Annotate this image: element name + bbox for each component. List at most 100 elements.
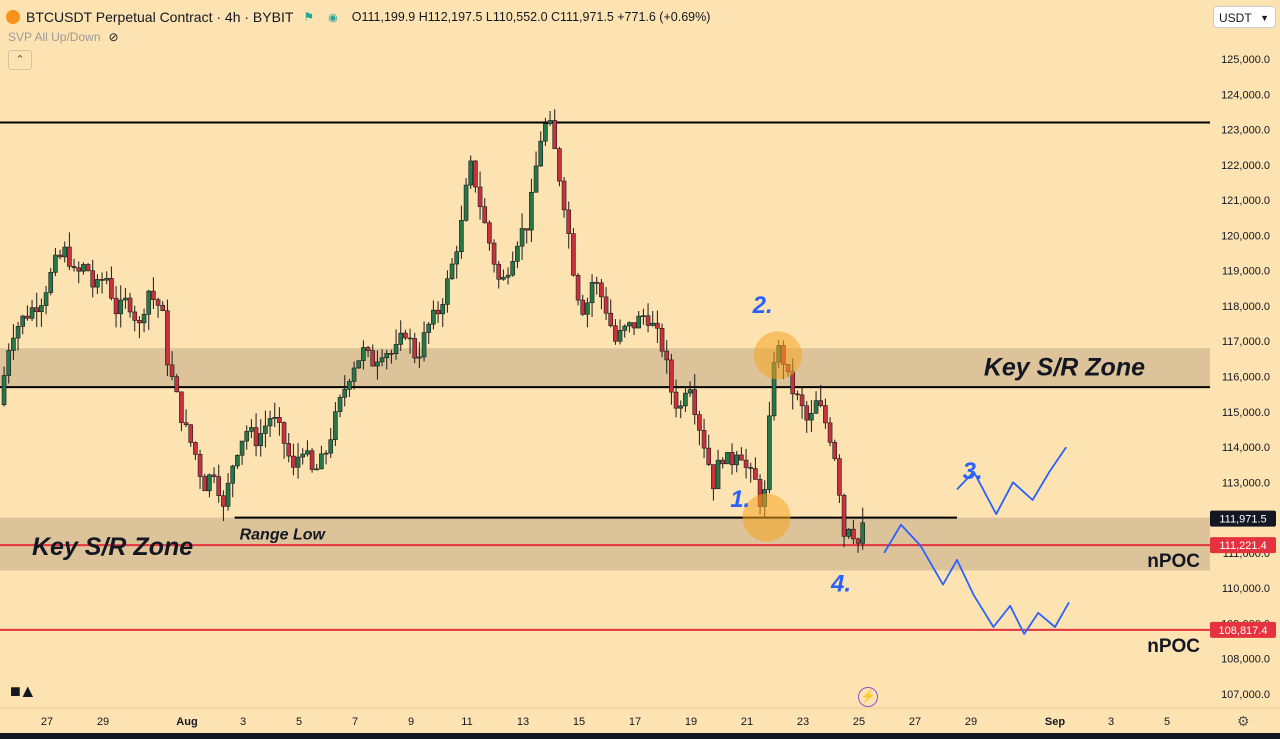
candle — [636, 315, 642, 329]
candle — [547, 120, 553, 125]
collapse-button[interactable]: ⌃ — [8, 50, 32, 70]
flag-icon[interactable]: ⚑ — [303, 10, 315, 24]
candle — [692, 389, 698, 415]
y-tick-label: 116,000.0 — [1222, 372, 1270, 384]
candle — [440, 304, 446, 315]
zone-label: Key S/R Zone — [984, 354, 1145, 382]
candle — [43, 292, 49, 306]
candle — [165, 310, 170, 366]
candle — [487, 222, 492, 244]
candle — [207, 474, 212, 492]
x-tick-label: Aug — [176, 716, 197, 728]
candle — [183, 422, 189, 426]
npoc-price-tag-text: 111,221.4 — [1219, 540, 1266, 552]
eye-off-icon[interactable]: ⊘ — [108, 30, 119, 44]
x-tick-label: 19 — [685, 716, 697, 728]
candle — [669, 359, 674, 393]
y-tick-label: 123,000.0 — [1221, 125, 1270, 137]
candle — [496, 263, 502, 280]
candle — [412, 338, 418, 359]
x-tick-label: 27 — [41, 716, 53, 728]
npoc-price-tag — [1210, 537, 1276, 554]
y-tick-label: 125,000.0 — [1221, 54, 1270, 66]
candle — [585, 302, 590, 315]
annotation-label: 1. — [730, 486, 750, 513]
candle — [258, 433, 264, 447]
currency-value: USDT — [1219, 11, 1252, 25]
highlight-circle — [753, 331, 802, 380]
npoc-label: nPOC — [1147, 636, 1200, 657]
sr-zone — [0, 517, 1210, 571]
candle — [505, 274, 511, 278]
candle — [543, 123, 548, 142]
chevron-down-icon: ▼ — [1260, 13, 1269, 23]
x-tick-label: 27 — [909, 716, 921, 728]
annotation-label: 4. — [830, 571, 851, 598]
candle — [687, 389, 693, 394]
candle — [729, 452, 735, 466]
ohlc-readout: O111,199.9 H112,197.5 L110,552.0 C111,97… — [351, 10, 711, 24]
x-tick-label: 15 — [573, 716, 585, 728]
x-tick-label: 21 — [741, 716, 753, 728]
candle — [197, 454, 203, 477]
y-tick-label: 124,000.0 — [1221, 89, 1270, 101]
candle — [575, 274, 581, 301]
indicator-label[interactable]: SVP All Up/Down — [8, 30, 101, 44]
candle — [491, 242, 497, 265]
candle — [351, 367, 357, 382]
candle — [701, 430, 707, 449]
candle — [314, 468, 320, 471]
symbol-title[interactable]: BTCUSDT Perpetual Contract · 4h · BYBIT — [26, 9, 294, 25]
candle — [123, 297, 128, 301]
candle — [580, 299, 586, 315]
candle — [519, 228, 525, 247]
candle — [482, 206, 488, 224]
candle — [659, 327, 665, 352]
candle — [795, 393, 800, 396]
projection-path — [956, 446, 1067, 515]
flash-icon[interactable]: ⚡ — [858, 687, 878, 707]
candle — [398, 332, 404, 345]
candle — [62, 246, 68, 258]
candle — [342, 389, 348, 398]
candle — [305, 450, 310, 455]
x-tick-label: Sep — [1045, 716, 1065, 728]
candle — [95, 279, 100, 288]
y-tick-label: 115,000.0 — [1222, 407, 1270, 419]
candle — [286, 443, 292, 457]
candle — [81, 264, 86, 272]
eye-icon[interactable]: ◉ — [328, 11, 338, 24]
candle — [104, 277, 110, 281]
candle — [188, 424, 194, 443]
x-tick-label: 5 — [296, 716, 302, 728]
y-tick-label: 108,000.0 — [1221, 654, 1270, 666]
candle — [230, 465, 236, 484]
candle — [39, 305, 44, 313]
candle — [263, 425, 268, 434]
candle — [99, 279, 105, 281]
candle — [697, 414, 702, 431]
tradingview-logo-icon[interactable]: ■▲ — [10, 681, 37, 701]
candle — [613, 325, 618, 342]
candle — [827, 422, 833, 443]
candle — [594, 282, 600, 284]
candle — [295, 456, 301, 468]
currency-select[interactable]: USDT ▼ — [1213, 6, 1276, 28]
candle — [673, 391, 679, 409]
candle — [48, 272, 54, 293]
candle — [515, 245, 520, 262]
candle — [645, 315, 651, 326]
x-tick-label: 3 — [240, 716, 246, 728]
candle — [566, 209, 572, 234]
candle — [473, 160, 478, 188]
candle — [113, 297, 119, 315]
last-price-tag-text: 111,971.5 — [1219, 514, 1266, 526]
candle — [477, 186, 483, 208]
y-tick-label: 122,000.0 — [1221, 160, 1270, 172]
indicator-row: SVP All Up/Down ⊘ — [8, 30, 119, 44]
x-tick-label: 23 — [797, 716, 809, 728]
gear-icon[interactable]: ⚙ — [1237, 713, 1250, 729]
candle — [804, 405, 810, 421]
candle — [174, 376, 180, 393]
